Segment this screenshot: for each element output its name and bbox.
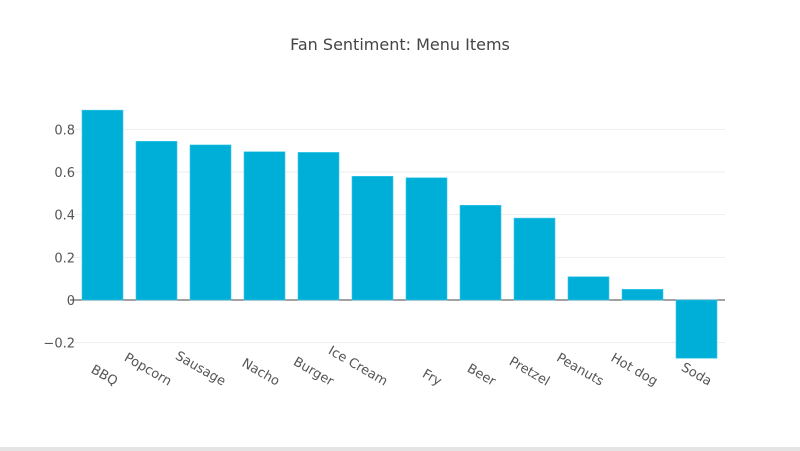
y-tick-label: 0 — [67, 294, 75, 309]
y-tick-label: 0.4 — [54, 209, 75, 224]
x-tick-label: Burger — [291, 355, 337, 390]
x-tick-label: Ice Cream — [325, 344, 390, 390]
bottom-border — [0, 447, 800, 451]
x-tick-label: BBQ — [88, 362, 120, 389]
x-tick-label: Peanuts — [554, 351, 606, 390]
bar-bbq — [81, 109, 124, 301]
x-tick-label: Sausage — [172, 349, 228, 390]
bar-sausage — [189, 144, 232, 301]
bar-pretzel — [513, 217, 556, 301]
y-tick-label: 0.2 — [54, 251, 75, 266]
x-tick-label: Hot dog — [608, 351, 660, 390]
x-tick-label: Pretzel — [506, 354, 552, 389]
bar-ice-cream — [351, 175, 394, 301]
chart-title: Fan Sentiment: Menu Items — [290, 35, 510, 54]
x-tick-label: Soda — [678, 360, 714, 389]
x-tick-label: Fry — [420, 367, 445, 390]
x-tick-label: Popcorn — [121, 350, 174, 389]
bar-hot-dog — [621, 289, 664, 301]
bar-popcorn — [135, 141, 178, 301]
bar-peanuts — [567, 276, 610, 301]
bars — [81, 109, 718, 359]
bar-burger — [297, 152, 340, 301]
y-axis-ticks: −0.2 0 0.2 0.4 0.6 0.8 — [43, 123, 75, 351]
y-tick-label: 0.8 — [54, 123, 75, 138]
x-tick-label: Nacho — [239, 356, 282, 390]
bar-beer — [459, 204, 502, 301]
bar-fry — [405, 177, 448, 301]
y-tick-label: −0.2 — [43, 337, 75, 352]
bar-soda — [675, 299, 718, 359]
gridlines — [70, 128, 725, 344]
bar-nacho — [243, 151, 286, 301]
y-tick-label: 0.6 — [54, 166, 75, 181]
x-tick-label: Beer — [464, 361, 498, 389]
